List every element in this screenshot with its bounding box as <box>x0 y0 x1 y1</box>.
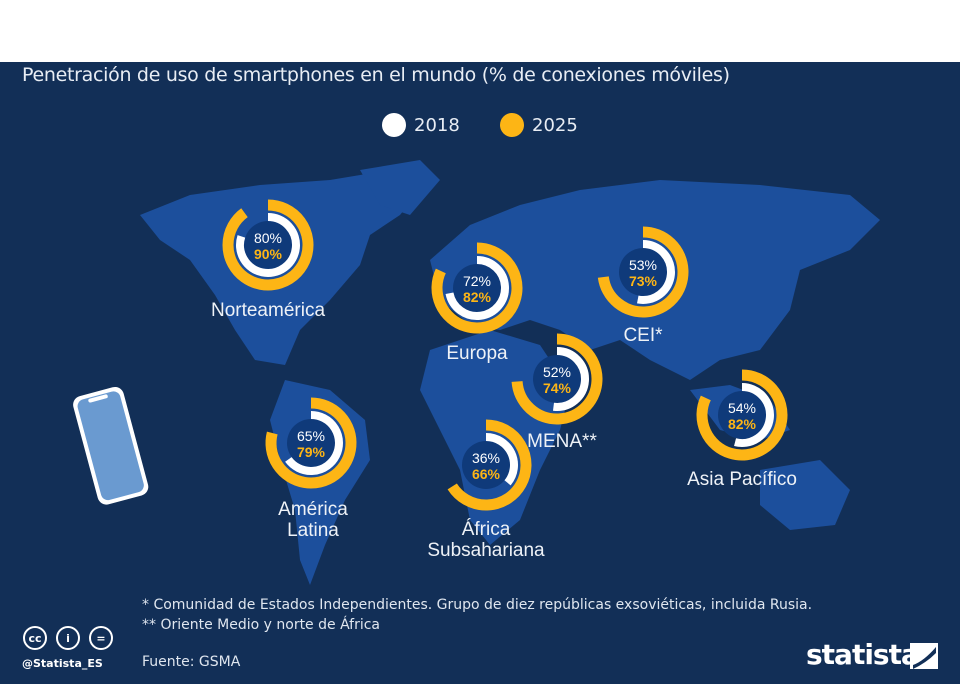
cc-icon: cc <box>23 626 47 650</box>
donut-center <box>287 419 335 467</box>
arc-2025 <box>222 199 314 291</box>
donut-1: 72%82% Europa <box>431 242 523 364</box>
legend-label-2025: 2025 <box>532 114 578 136</box>
cc-by-icon: i <box>56 626 80 650</box>
donut-center <box>244 221 292 269</box>
cc-nd-icon: = <box>89 626 113 650</box>
legend-swatch-2018 <box>382 113 406 137</box>
value-2025: 82% <box>728 416 757 432</box>
donut-center <box>533 355 581 403</box>
arc-2018 <box>236 213 300 277</box>
source-text: Fuente: GSMA <box>142 654 241 670</box>
region-label: Norteamérica <box>211 300 325 321</box>
value-2018: 72% <box>463 273 491 289</box>
legend-2018: 2018 <box>382 113 460 137</box>
value-2018: 52% <box>543 364 571 380</box>
arc-2025 <box>447 419 532 511</box>
arc-2025 <box>511 333 603 425</box>
value-2018: 65% <box>297 428 325 444</box>
value-2025: 66% <box>472 466 501 482</box>
arc-2018 <box>485 433 518 486</box>
arc-2025 <box>597 226 689 318</box>
map-australia <box>760 460 850 530</box>
value-2018: 80% <box>254 230 282 246</box>
donut-center <box>619 248 667 296</box>
region-label: África <box>462 519 511 540</box>
region-label: Subsahariana <box>427 540 545 561</box>
arc-2018 <box>637 240 675 304</box>
arc-2018 <box>445 256 509 320</box>
footnote-cei: * Comunidad de Estados Independientes. G… <box>142 597 813 613</box>
legend-swatch-2025 <box>500 113 524 137</box>
donut-2: 53%73% CEI* <box>597 226 689 346</box>
donut-center <box>453 264 501 312</box>
arc-2025 <box>696 369 788 461</box>
donut-3: 52%74% MENA** <box>511 333 603 452</box>
value-2025: 82% <box>463 289 492 305</box>
value-2018: 53% <box>629 257 657 273</box>
region-label: Latina <box>287 520 339 541</box>
region-label: Asia Pacífico <box>687 469 797 490</box>
legend-label-2018: 2018 <box>414 114 460 136</box>
value-2025: 90% <box>254 246 283 262</box>
map-greenland <box>360 160 440 215</box>
donut-center <box>718 391 766 439</box>
region-label: Europa <box>446 343 508 364</box>
value-2018: 54% <box>728 400 756 416</box>
region-label: CEI* <box>623 325 663 346</box>
arc-2018 <box>552 347 589 411</box>
arc-2018 <box>285 411 343 475</box>
value-2025: 73% <box>629 273 658 289</box>
legend-2025: 2025 <box>500 113 578 137</box>
donut-center <box>462 441 510 489</box>
value-2018: 36% <box>472 450 500 466</box>
arc-2025 <box>265 397 357 489</box>
donut-6: 54%82% Asia Pacífico <box>687 369 797 490</box>
chart-title: Penetración de uso de smartphones en el … <box>22 64 730 86</box>
phone-icon <box>73 386 149 505</box>
value-2025: 74% <box>543 380 572 396</box>
footnote-mena: ** Oriente Medio y norte de África <box>142 617 380 633</box>
value-2025: 79% <box>297 444 326 460</box>
statista-logo[interactable]: statista <box>806 638 920 671</box>
statista-logo-icon <box>910 643 938 669</box>
region-label: MENA** <box>527 431 597 452</box>
statista-handle[interactable]: @Statista_ES <box>22 657 103 670</box>
arc-2018 <box>734 383 774 447</box>
arc-2025 <box>431 242 523 334</box>
region-label: América <box>278 499 348 520</box>
donut-0: 80%90% Norteamérica <box>211 199 325 321</box>
